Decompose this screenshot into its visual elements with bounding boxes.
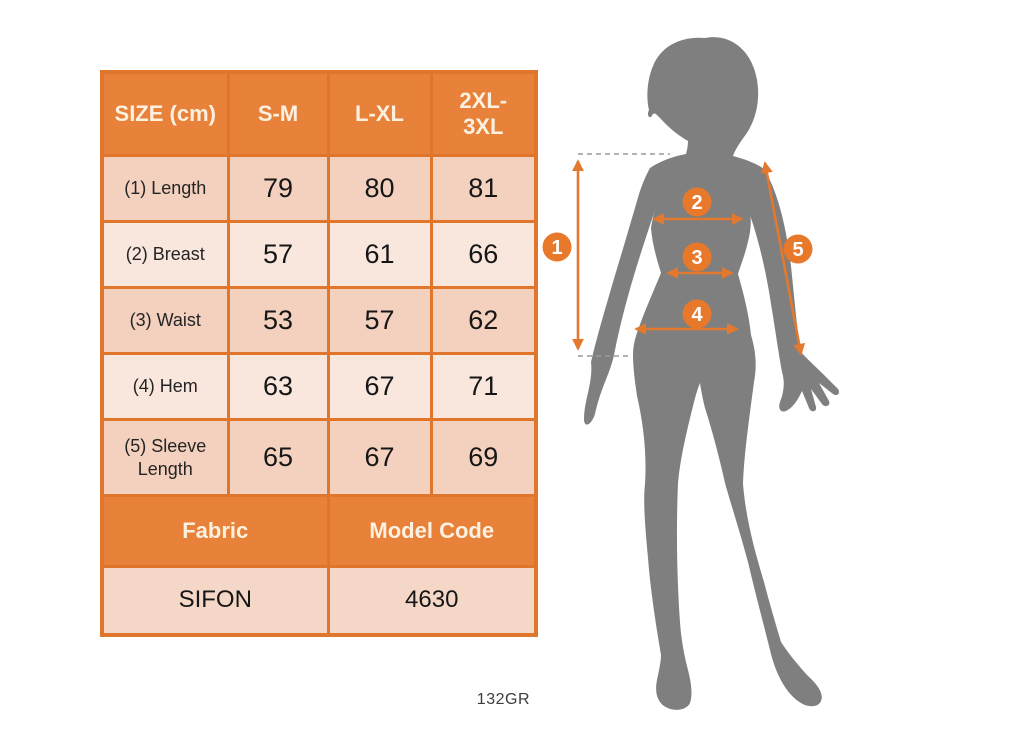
- model-code-value-cell: 4630: [326, 565, 538, 636]
- measurement-value: 67: [326, 418, 433, 497]
- table-footer-header-row: Fabric Model Code: [100, 494, 538, 568]
- size-column-sm: S-M: [226, 70, 330, 157]
- svg-text:3: 3: [691, 247, 702, 269]
- measurement-label: (3) Waist: [100, 286, 230, 355]
- marker-5-badge: 5: [783, 234, 813, 264]
- measurement-value: 57: [326, 286, 433, 355]
- unit-header-cell: SIZE (cm): [100, 70, 230, 157]
- size-column-lxl: L-XL: [326, 70, 433, 157]
- body-measurement-diagram: 1 2 3 4 5: [535, 10, 965, 725]
- measurement-label: (4) Hem: [100, 352, 230, 421]
- measurement-value: 81: [429, 154, 538, 223]
- model-weight-note: 132GR: [476, 691, 530, 708]
- size-table: SIZE (cm) S-M L-XL 2XL-3XL (1) Length 79…: [100, 70, 538, 637]
- measurement-value: 67: [326, 352, 433, 421]
- model-code-header-cell: Model Code: [326, 494, 538, 568]
- sleeve-arrow: [761, 161, 805, 356]
- measurement-value: 69: [429, 418, 538, 497]
- measurement-value: 79: [226, 154, 330, 223]
- female-body-silhouette-icon: [584, 37, 840, 710]
- table-row-sleeve-length: (5) Sleeve Length 65 67 69: [100, 418, 538, 497]
- table-row-length: (1) Length 79 80 81: [100, 154, 538, 223]
- svg-text:2: 2: [691, 192, 702, 214]
- measurement-label: (1) Length: [100, 154, 230, 223]
- measurement-value: 71: [429, 352, 538, 421]
- svg-text:4: 4: [691, 304, 703, 326]
- measurement-value: 63: [226, 352, 330, 421]
- measurement-value: 53: [226, 286, 330, 355]
- table-row-waist: (3) Waist 53 57 62: [100, 286, 538, 355]
- marker-4-badge: 4: [682, 299, 712, 329]
- measurement-value: 57: [226, 220, 330, 289]
- size-column-2xl3xl: 2XL-3XL: [429, 70, 538, 157]
- measurement-value: 66: [429, 220, 538, 289]
- svg-text:5: 5: [792, 239, 803, 261]
- svg-text:1: 1: [551, 237, 562, 259]
- table-row-hem: (4) Hem 63 67 71: [100, 352, 538, 421]
- measurement-value: 65: [226, 418, 330, 497]
- table-row-breast: (2) Breast 57 61 66: [100, 220, 538, 289]
- fabric-value-cell: SIFON: [100, 565, 330, 636]
- measurement-value: 61: [326, 220, 433, 289]
- table-header-row: SIZE (cm) S-M L-XL 2XL-3XL: [100, 70, 538, 157]
- measurement-label: (2) Breast: [100, 220, 230, 289]
- marker-1-badge: 1: [542, 232, 572, 262]
- measurement-value: 62: [429, 286, 538, 355]
- measurement-value: 80: [326, 154, 433, 223]
- table-footer-value-row: SIFON 4630: [100, 565, 538, 636]
- measurement-label: (5) Sleeve Length: [100, 418, 230, 497]
- fabric-header-cell: Fabric: [100, 494, 330, 568]
- marker-2-badge: 2: [682, 187, 712, 217]
- marker-3-badge: 3: [682, 242, 712, 272]
